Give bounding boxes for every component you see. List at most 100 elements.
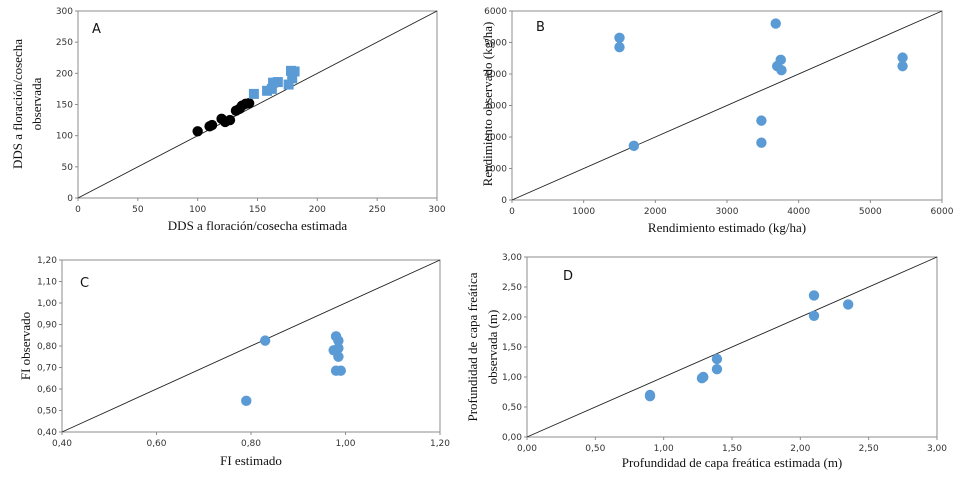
data-point (770, 18, 781, 29)
x-tick-label: 1,50 (722, 444, 742, 454)
y-tick-label: 1,10 (37, 278, 57, 288)
data-point (248, 88, 259, 99)
data-point (776, 65, 787, 76)
data-point (711, 353, 723, 365)
y-tick-label: 0,40 (37, 428, 57, 438)
y-tick-label: 1,00 (502, 373, 522, 383)
identity-line (511, 10, 943, 201)
y-axis-label: Rendimiento observado (kg/ha) (480, 22, 495, 187)
x-tick-label: 100 (189, 205, 206, 215)
data-point (266, 83, 277, 94)
y-tick-label: 0,50 (37, 407, 57, 417)
y-tick-label: 0,00 (502, 433, 522, 443)
y-axis-label: observada (m) (485, 310, 500, 385)
y-tick-label: 0 (67, 194, 73, 204)
data-point (644, 389, 656, 401)
data-point (289, 66, 300, 77)
chart-panel-c: 0,40 0,60 0,80 1,00 1,20 0,40 0,50 0,60 0,70 0,80… (18, 256, 450, 468)
x-tick-label: 2000 (644, 207, 667, 217)
x-axis-label: Profundidad de capa freática estimada (m… (622, 455, 843, 470)
panel-letter: D (563, 269, 573, 284)
y-tick-label: 1,50 (502, 343, 522, 353)
identity-line (61, 259, 441, 433)
x-tick-label: 1000 (572, 207, 595, 217)
data-point (333, 351, 344, 362)
x-tick-label: 0 (509, 207, 515, 217)
y-tick-label: 3000 (484, 102, 507, 112)
panel-letter: C (80, 276, 89, 291)
y-tick-label: 0,60 (37, 385, 57, 395)
y-axis-label: observada (29, 77, 44, 130)
x-tick-label: 2,50 (859, 444, 879, 454)
y-tick-label: 0,80 (37, 342, 57, 352)
data-point (272, 77, 283, 88)
x-tick-label: 3000 (716, 207, 739, 217)
y-tick-label: 200 (56, 69, 73, 79)
x-tick-label: 0,40 (52, 439, 72, 449)
identity-line (77, 10, 438, 199)
x-tick-label: 5000 (859, 207, 882, 217)
data-point (287, 73, 298, 84)
y-tick-label: 5000 (484, 39, 507, 49)
y-axis-label: Profundidad de capa freática (465, 272, 480, 421)
x-tick-label: 1,20 (430, 439, 450, 449)
data-point (897, 60, 908, 72)
data-point (756, 137, 767, 148)
y-tick-label: 0 (501, 196, 507, 206)
y-tick-label: 0,70 (37, 364, 57, 374)
data-point (259, 335, 271, 346)
y-axis-label: FI observado (18, 312, 33, 380)
x-tick-label: 3,00 (927, 444, 947, 454)
panel-letter: A (92, 22, 101, 37)
y-tick-label: 0,90 (37, 321, 57, 331)
x-tick-label: 50 (132, 205, 144, 215)
x-tick-label: 200 (309, 205, 326, 215)
panel-letter: B (536, 20, 545, 35)
y-tick-label: 4000 (484, 70, 507, 80)
y-tick-label: 300 (56, 7, 73, 17)
chart-panel-d: 0,00 0,50 1,00 1,50 2,00 2,50 3,00 0,00 0,50 1,00… (465, 253, 947, 470)
x-tick-label: 0,00 (517, 444, 537, 454)
y-tick-label: 50 (62, 163, 74, 173)
x-axis-label: DDS a floración/cosecha estimada (168, 218, 348, 233)
y-tick-label: 250 (56, 38, 73, 48)
data-point (243, 98, 255, 109)
data-point (842, 299, 854, 310)
x-tick-label: 2,00 (790, 444, 810, 454)
data-point (808, 310, 820, 321)
data-point (283, 79, 294, 90)
chart-panel-a: 0 50 100 150 200 250 300 0 50 100 150 200 250 300 A DDS… (10, 7, 446, 233)
y-tick-label: 6000 (484, 7, 507, 17)
data-point (614, 42, 625, 53)
data-point (333, 342, 344, 354)
y-tick-label: 1000 (484, 165, 507, 175)
x-tick-label: 150 (249, 205, 266, 215)
y-tick-label: 2,00 (502, 313, 522, 323)
data-point (775, 54, 786, 66)
x-tick-label: 0,50 (585, 444, 605, 454)
data-point (241, 395, 252, 407)
x-tick-label: 0 (75, 205, 81, 215)
y-tick-label: 2,50 (502, 283, 522, 293)
data-point (756, 115, 767, 126)
data-point (335, 365, 346, 376)
x-tick-label: 250 (369, 205, 386, 215)
y-tick-label: 150 (56, 101, 73, 111)
x-tick-label: 300 (428, 205, 445, 215)
data-point (333, 335, 344, 346)
x-tick-label: 0,60 (146, 439, 166, 449)
data-point (628, 140, 640, 152)
data-point (192, 126, 203, 137)
x-tick-label: 1,00 (335, 439, 355, 449)
data-point (224, 114, 236, 126)
x-tick-label: 1,00 (654, 444, 674, 454)
y-axis-label: DDS a floración/cosecha (10, 39, 25, 169)
x-tick-label: 6000 (931, 207, 954, 217)
data-point (614, 32, 625, 43)
chart-panel-b: 0 1000 2000 3000 4000 5000 6000 0 1000 2000 3000 40… (480, 7, 954, 235)
data-point (711, 364, 723, 375)
x-axis-label: Rendimiento estimado (kg/ha) (648, 220, 806, 235)
x-tick-label: 4000 (787, 207, 810, 217)
y-tick-label: 0,50 (502, 403, 522, 413)
